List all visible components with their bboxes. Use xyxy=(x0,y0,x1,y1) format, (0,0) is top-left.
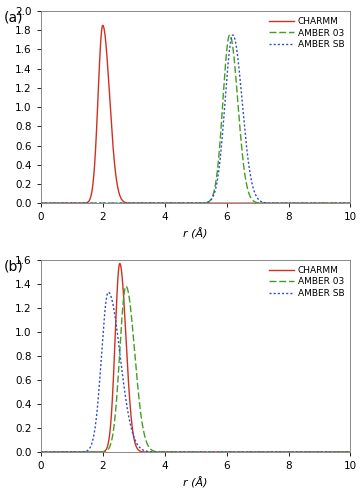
Legend: CHARMM, AMBER 03, AMBER SB: CHARMM, AMBER 03, AMBER SB xyxy=(267,15,346,50)
X-axis label: r (Å): r (Å) xyxy=(183,477,208,488)
Legend: CHARMM, AMBER 03, AMBER SB: CHARMM, AMBER 03, AMBER SB xyxy=(267,264,346,299)
Text: (b): (b) xyxy=(4,260,23,274)
Text: (a): (a) xyxy=(4,11,23,25)
X-axis label: r (Å): r (Å) xyxy=(183,228,208,239)
